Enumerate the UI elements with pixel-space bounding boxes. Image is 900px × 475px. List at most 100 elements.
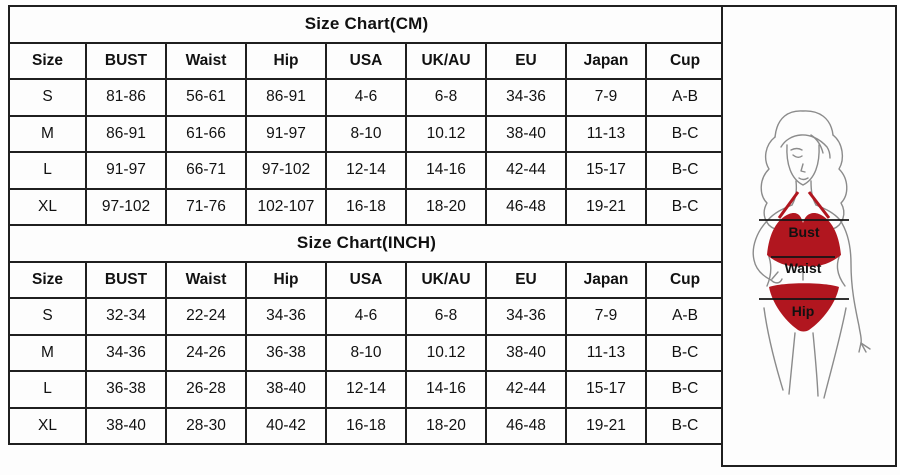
size-cell: XL — [8, 406, 87, 445]
value-cell: 16-18 — [325, 187, 407, 226]
value-cell: 38-40 — [485, 114, 567, 153]
value-cell: 86-91 — [245, 78, 327, 117]
value-cell: 34-36 — [485, 78, 567, 117]
bikini-top — [767, 213, 841, 267]
woman-body-outline — [752, 110, 871, 399]
column-header-cup: Cup — [644, 41, 726, 80]
value-cell: 8-10 — [325, 114, 407, 153]
column-header-row: Size BUST Waist Hip USA UK/AU EU Japan Cup — [8, 260, 726, 299]
value-cell: 32-34 — [85, 297, 167, 336]
value-cell: 7-9 — [565, 297, 647, 336]
value-cell: 11-13 — [565, 114, 647, 153]
table-title-row: Size Chart(CM) — [7, 5, 726, 44]
table-row: S 81-86 56-61 86-91 4-6 6-8 34-36 7-9 A-B — [8, 78, 726, 117]
value-cell: 22-24 — [165, 297, 247, 336]
column-header-cup: Cup — [644, 260, 726, 299]
value-cell: B-C — [644, 370, 726, 409]
column-header-hip: Hip — [245, 41, 327, 80]
value-cell: 66-71 — [165, 151, 247, 190]
hip-label: Hip — [792, 303, 815, 319]
column-header-size: Size — [8, 260, 87, 299]
size-tables: Size Chart(CM) Size BUST Waist Hip USA UK/AU E… — [7, 5, 726, 445]
value-cell: 36-38 — [245, 333, 327, 372]
size-cell: M — [8, 114, 87, 153]
woman-figure-illustration: Bust Waist Hip — [752, 110, 871, 399]
value-cell: 6-8 — [405, 78, 487, 117]
value-cell: 4-6 — [325, 78, 407, 117]
value-cell: B-C — [644, 187, 726, 226]
size-table-inch: Size Chart(INCH) Size BUST Waist Hip USA UK/A… — [7, 224, 726, 445]
column-header-uk-au: UK/AU — [405, 260, 487, 299]
value-cell: 38-40 — [485, 333, 567, 372]
value-cell: 11-13 — [565, 333, 647, 372]
value-cell: 15-17 — [565, 370, 647, 409]
table-title-cm: Size Chart(CM) — [7, 5, 726, 44]
value-cell: 14-16 — [405, 370, 487, 409]
bust-label: Bust — [788, 224, 819, 240]
measurement-figure-panel: Bust Waist Hip — [721, 5, 897, 467]
table-row: M 34-36 24-26 36-38 8-10 10.12 38-40 11-13 B-C — [8, 333, 726, 372]
table-row: XL 38-40 28-30 40-42 16-18 18-20 46-48 19-21 B-C — [8, 406, 726, 445]
value-cell: 102-107 — [245, 187, 327, 226]
size-cell: L — [8, 370, 87, 409]
column-header-uk-au: UK/AU — [405, 41, 487, 80]
value-cell: 8-10 — [325, 333, 407, 372]
value-cell: 46-48 — [485, 187, 567, 226]
value-cell: 34-36 — [485, 297, 567, 336]
measure-labels: Bust Waist Hip — [785, 224, 822, 319]
value-cell: 12-14 — [325, 370, 407, 409]
value-cell: 12-14 — [325, 151, 407, 190]
value-cell: 7-9 — [565, 78, 647, 117]
column-header-japan: Japan — [565, 41, 647, 80]
value-cell: 97-102 — [85, 187, 167, 226]
value-cell: 10.12 — [405, 114, 487, 153]
size-cell: S — [8, 78, 87, 117]
size-cell: L — [8, 151, 87, 190]
column-header-waist: Waist — [165, 41, 247, 80]
value-cell: B-C — [644, 406, 726, 445]
value-cell: 19-21 — [565, 406, 647, 445]
column-header-row: Size BUST Waist Hip USA UK/AU EU Japan Cup — [8, 41, 726, 80]
value-cell: 71-76 — [165, 187, 247, 226]
value-cell: 36-38 — [85, 370, 167, 409]
value-cell: B-C — [644, 333, 726, 372]
size-cell: XL — [8, 187, 87, 226]
value-cell: 18-20 — [405, 406, 487, 445]
table-row: L 91-97 66-71 97-102 12-14 14-16 42-44 15-17 B-C — [8, 151, 726, 190]
table-row: XL 97-102 71-76 102-107 16-18 18-20 46-48 19-21… — [8, 187, 726, 226]
size-cell: M — [8, 333, 87, 372]
value-cell: 56-61 — [165, 78, 247, 117]
value-cell: 91-97 — [245, 114, 327, 153]
value-cell: 18-20 — [405, 187, 487, 226]
column-header-usa: USA — [325, 41, 407, 80]
value-cell: 38-40 — [85, 406, 167, 445]
value-cell: A-B — [644, 297, 726, 336]
size-cell: S — [8, 297, 87, 336]
value-cell: 81-86 — [85, 78, 167, 117]
value-cell: 34-36 — [245, 297, 327, 336]
bikini-strap-right — [807, 191, 831, 219]
value-cell: 42-44 — [485, 370, 567, 409]
table-row: S 32-34 22-24 34-36 4-6 6-8 34-36 7-9 A-B — [8, 297, 726, 336]
value-cell: 34-36 — [85, 333, 167, 372]
value-cell: B-C — [644, 114, 726, 153]
column-header-eu: EU — [485, 41, 567, 80]
bikini-strap-left — [777, 191, 800, 219]
value-cell: 91-97 — [85, 151, 167, 190]
column-header-size: Size — [8, 41, 87, 80]
value-cell: 4-6 — [325, 297, 407, 336]
column-header-usa: USA — [325, 260, 407, 299]
value-cell: A-B — [644, 78, 726, 117]
column-header-japan: Japan — [565, 260, 647, 299]
bikini-bottom — [769, 283, 839, 332]
value-cell: 42-44 — [485, 151, 567, 190]
value-cell: 97-102 — [245, 151, 327, 190]
value-cell: 61-66 — [165, 114, 247, 153]
size-table-cm: Size Chart(CM) Size BUST Waist Hip USA UK/AU E… — [7, 5, 726, 226]
value-cell: 46-48 — [485, 406, 567, 445]
column-header-hip: Hip — [245, 260, 327, 299]
measure-lines — [759, 219, 849, 300]
table-title-inch: Size Chart(INCH) — [7, 224, 726, 263]
column-header-waist: Waist — [165, 260, 247, 299]
